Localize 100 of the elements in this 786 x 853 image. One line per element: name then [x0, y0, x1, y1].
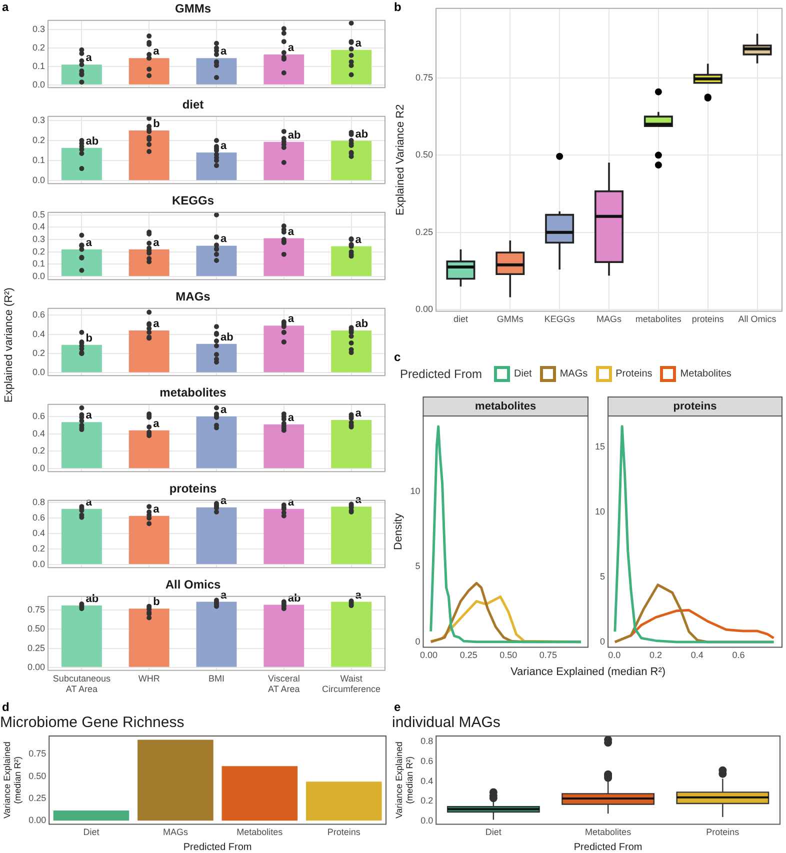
x-tick-label: Waist Circumference — [322, 673, 381, 694]
x-tick-label: Metabolites — [585, 827, 632, 838]
annotation: a — [153, 418, 160, 430]
y-tick-label: 15 — [594, 442, 606, 452]
annotation: a — [355, 37, 362, 50]
y-tick-label: 0.4 — [32, 328, 45, 339]
chart-title: metabolites — [475, 400, 536, 413]
y-tick-label: 0.0 — [420, 815, 434, 826]
legend-title: Predicted From — [400, 367, 482, 381]
x-tick-label: MAGs — [162, 827, 188, 838]
x-tick-label: diet — [453, 314, 468, 324]
y-tick-label: 0.5 — [32, 209, 45, 220]
y-tick-label: 0.25 — [28, 792, 46, 803]
y-tick-label: 0.25 — [415, 226, 433, 237]
annotation: b — [153, 118, 160, 130]
text: b — [394, 0, 402, 14]
chart-title: proteins — [673, 400, 717, 413]
y-tick-label: 0.0 — [32, 367, 45, 378]
y-tick-label: 0.3 — [32, 234, 45, 244]
y-tick-label: 0.2 — [420, 796, 434, 806]
y-tick-label: 0.50 — [28, 770, 46, 781]
x-tick-label: Proteins — [327, 827, 361, 838]
x-axis-title: Variance Explained (median R²) — [509, 666, 667, 678]
x-tick-label: KEGGs — [544, 314, 576, 324]
x-tick-label: Diet — [485, 827, 502, 838]
text: d — [2, 700, 10, 714]
y-tick-label: 0.2 — [32, 544, 45, 554]
y-tick-label: 0.4 — [420, 776, 434, 786]
chart-title: KEGGs — [172, 194, 214, 208]
annotation: a — [220, 46, 228, 58]
annotation: a — [355, 408, 362, 420]
y-tick-label: 0.4 — [32, 528, 45, 538]
y-tick-label: 0.2 — [32, 446, 45, 456]
y-tick-label: 0.0 — [32, 79, 45, 90]
y-tick-label: 0.4 — [32, 222, 45, 232]
y-axis-title: Explained variance (R²) — [3, 288, 15, 402]
annotation: a — [220, 233, 228, 246]
y-tick-label: 10 — [410, 486, 420, 496]
legend-label: MAGs — [558, 368, 588, 382]
y-tick-label: 0 — [600, 636, 606, 646]
x-tick-label: BMI — [208, 673, 225, 684]
annotation: a — [355, 234, 362, 246]
x-tick-label: 0.2 — [650, 650, 662, 660]
text: c — [394, 350, 401, 364]
legend-label: Metabolites — [679, 368, 732, 382]
y-tick-label: 0.0 — [32, 175, 45, 186]
chart-title: proteins — [169, 482, 217, 496]
y-tick-label: 0.75 — [28, 748, 46, 759]
annotation: a — [153, 318, 160, 330]
y-tick-label: 0.75 — [27, 604, 45, 615]
x-tick-label: Metabolites — [236, 827, 284, 838]
x-tick-label: GMMs — [496, 314, 524, 324]
annotation: ab — [355, 128, 368, 140]
annotation: a — [288, 42, 295, 54]
y-tick-label: 0.00 — [27, 662, 45, 672]
text: e — [394, 700, 401, 714]
y-tick-label: 0.3 — [32, 114, 45, 125]
chart-title: GMMs — [175, 2, 212, 16]
y-axis-title: Variance Explained (median R²) — [394, 742, 415, 819]
y-tick-label: 0.75 — [415, 72, 433, 82]
chart-title: All Omics — [165, 578, 221, 592]
y-tick-label: 0.50 — [27, 624, 45, 634]
x-axis-title: Predicted From — [574, 842, 642, 853]
y-tick-label: 0.6 — [32, 411, 45, 422]
x-tick-label: 0.6 — [732, 650, 745, 660]
x-tick-label: 0.75 — [539, 650, 557, 660]
y-tick-label: 0.6 — [32, 512, 45, 523]
x-tick-label: 0.25 — [460, 650, 478, 660]
text: a — [2, 0, 9, 14]
x-tick-label: 0.4 — [690, 650, 704, 660]
annotation: a — [288, 313, 295, 326]
y-tick-label: 0.1 — [32, 60, 45, 71]
y-tick-label: 0.8 — [420, 736, 434, 746]
x-tick-label: All Omics — [738, 314, 777, 324]
y-tick-label: 0.2 — [32, 246, 45, 256]
y-tick-label: 0.6 — [420, 756, 434, 766]
x-tick-label: Diet — [83, 827, 100, 838]
y-tick-label: 0.1 — [32, 155, 45, 166]
x-tick-label: MAGs — [596, 314, 622, 324]
y-axis-title: Explained Variance R2 — [394, 104, 407, 216]
y-tick-label: 5 — [600, 572, 606, 582]
y-tick-label: 0.0 — [32, 558, 45, 569]
y-tick-label: 0.50 — [415, 150, 433, 160]
x-tick-label: 0.0 — [608, 650, 621, 660]
y-tick-label: 0.3 — [32, 24, 45, 34]
y-tick-label: 5 — [415, 561, 420, 572]
annotation: a — [220, 140, 228, 152]
annotation: ab — [86, 135, 99, 148]
legend-label: Diet — [513, 368, 532, 382]
x-tick-label: WHR — [138, 673, 160, 684]
y-tick-label: 0.8 — [32, 497, 45, 508]
y-tick-label: 0.2 — [32, 134, 45, 145]
y-tick-label: 0 — [415, 636, 420, 646]
x-tick-label: Subcutaneous AT Area — [52, 673, 111, 694]
annotation: a — [220, 404, 228, 416]
y-tick-label: 0.1 — [32, 258, 45, 269]
x-axis-title: Predicted From — [183, 842, 252, 853]
y-tick-label: 0.00 — [28, 815, 46, 826]
annotation: a — [153, 46, 160, 58]
chart-title: metabolites — [160, 386, 227, 400]
